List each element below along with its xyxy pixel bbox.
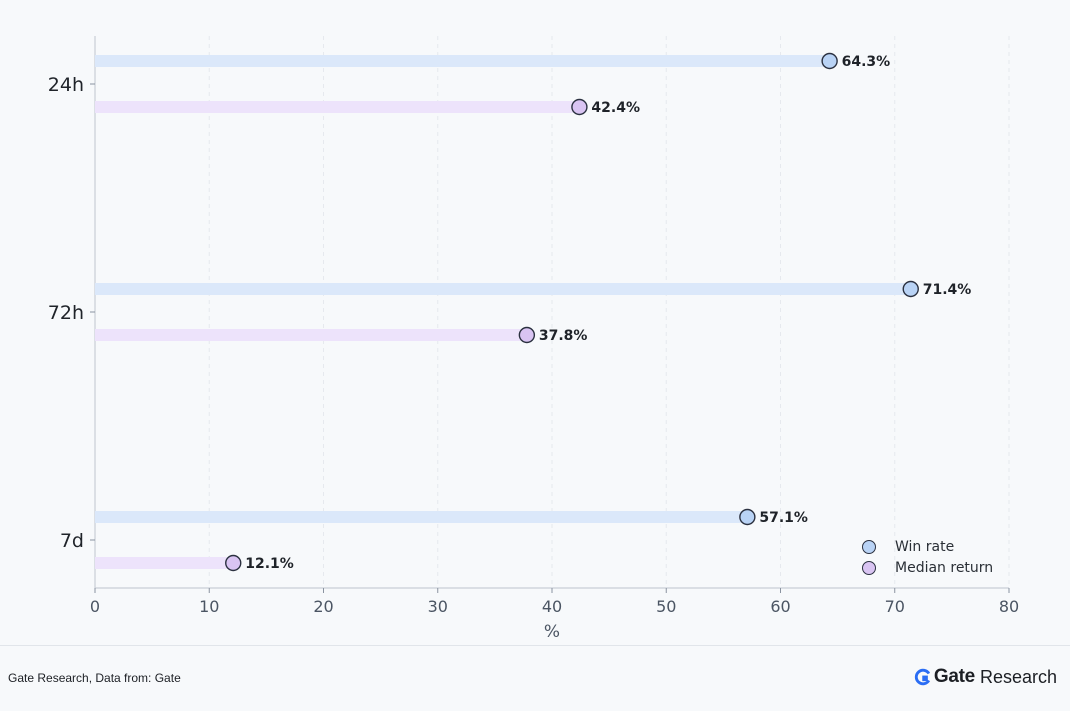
data-label-win-rate-7d: 57.1% [759,510,808,526]
y-tick-label-24h: 24h [48,74,84,96]
x-axis-label: % [544,622,560,642]
lollipop-chart: 0 10 20 30 40 50 60 70 80% 24h 72h 7d 64.3% 71.4% 57.… [48,36,1019,642]
data-label-median-return-24h: 42.4% [591,100,640,116]
legend: Win rate Median return [860,536,993,578]
footer-divider [0,645,1070,646]
axes: 0 10 20 30 40 50 60 70 80% 24h 72h 7d [48,36,1019,642]
y-tick-label-72h: 72h [48,302,84,324]
bar-track-win-rate-7d [95,511,748,523]
bar-track-median-return-7d [95,557,234,569]
x-tick-label-50: 50 [656,597,676,616]
point-median-return-7d [225,554,242,572]
data-marks: 64.3% 71.4% 57.1% 42.4% 37.8% 12.1% [95,52,972,572]
point-win-rate-7d [739,508,756,526]
x-tick-label-20: 20 [313,597,333,616]
x-tick-label-60: 60 [770,597,790,616]
bar-track-win-rate-24h [95,55,830,67]
x-tick-label-10: 10 [199,597,219,616]
x-tick-label-70: 70 [885,597,905,616]
data-label-win-rate-72h: 71.4% [923,282,972,298]
grid-lines [208,36,1010,588]
legend-label-win-rate: Win rate [895,538,955,555]
data-label-median-return-7d: 12.1% [245,556,294,572]
legend-marker-win-rate [862,539,876,554]
source-note: Gate Research, Data from: Gate [8,671,181,685]
bar-track-win-rate-72h [95,283,911,295]
brand-suffix: Research [979,666,1057,687]
legend-marker-median-return [862,560,876,575]
brand-logo-text: Gate Research [914,666,1057,688]
x-tick-label-80: 80 [999,597,1019,616]
data-label-win-rate-24h: 64.3% [842,54,891,70]
brand-name: Gate [933,666,975,687]
gate-logo-icon [914,668,930,686]
point-median-return-24h [571,98,588,116]
legend-item-median-return: Median return [860,557,993,578]
point-median-return-72h [518,326,536,344]
legend-label-median-return: Median return [895,559,994,576]
bar-track-median-return-24h [95,101,580,113]
point-win-rate-24h [821,52,838,70]
data-label-median-return-72h: 37.8% [539,328,588,344]
legend-item-win-rate: Win rate [860,536,993,557]
point-win-rate-72h [902,280,919,298]
y-tick-label-7d: 7d [60,530,84,552]
x-tick-label-40: 40 [542,597,562,616]
bar-track-median-return-72h [95,329,527,341]
x-tick-label-30: 30 [428,597,448,616]
x-tick-label-0: 0 [90,597,100,616]
